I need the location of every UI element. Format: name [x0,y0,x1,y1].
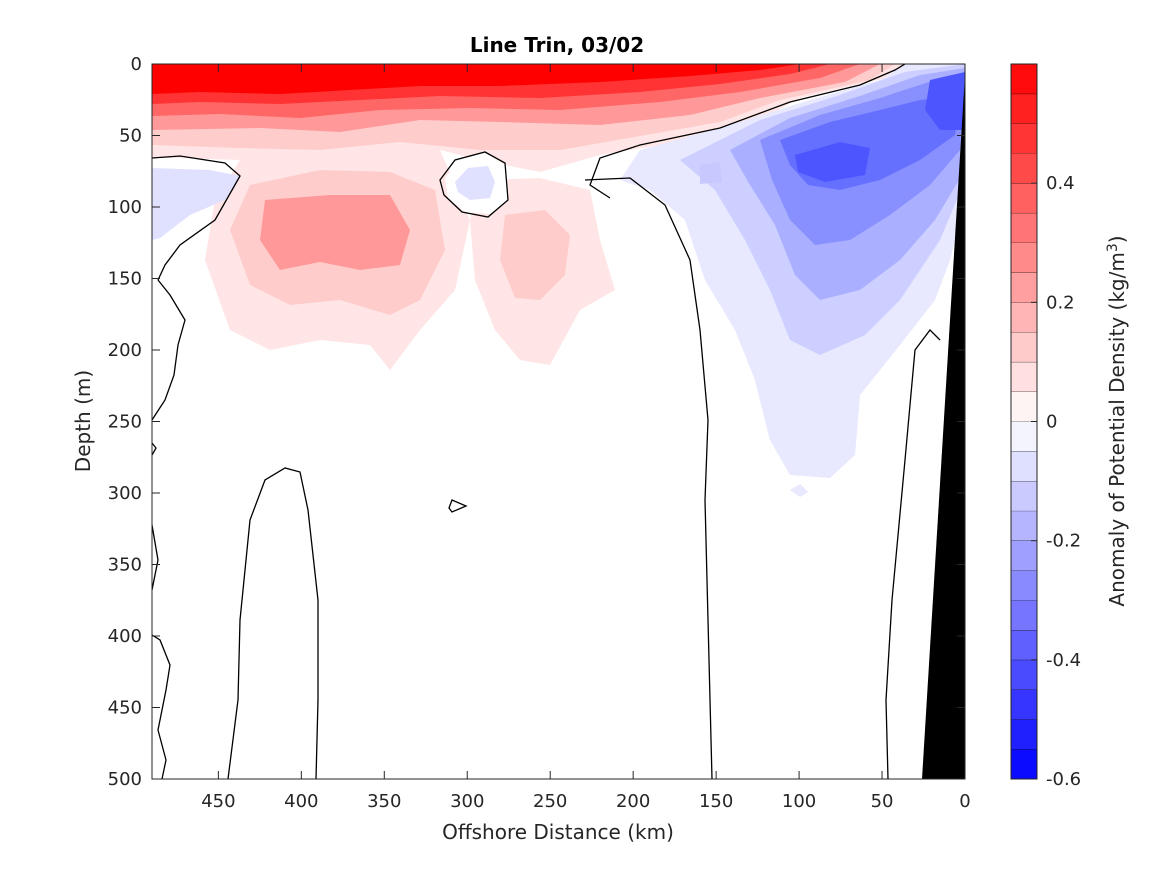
x-tick-label: 250 [533,791,567,812]
x-tick-label: 50 [871,791,894,812]
subsurface-positive-lobe-2-core [500,210,570,300]
colorbar-band [1011,212,1037,243]
y-tick-label: 300 [108,483,142,504]
x-axis: 450 400 350 300 250 200 150 100 50 0 [201,64,971,812]
colorbar-band [1011,272,1037,303]
x-tick-label: 400 [284,791,318,812]
chart-title: Line Trin, 03/02 [470,33,644,57]
colorbar-tick-label: 0.2 [1046,292,1075,313]
small-negative-patch [700,162,722,184]
colorbar-band [1011,451,1037,482]
surface-positive-core [152,64,800,94]
colorbar-band [1011,421,1037,452]
colorbar-band [1011,510,1037,541]
y-tick-label: 500 [108,769,142,790]
y-tick-label: 0 [131,54,142,75]
zero-contour-surface-front [589,64,906,199]
x-tick-label: 450 [201,791,235,812]
colorbar-band [1011,93,1037,124]
y-tick-label: 400 [108,626,142,647]
colorbar-band [1011,630,1037,660]
x-tick-label: 100 [782,791,816,812]
y-tick-label: 200 [108,340,142,361]
zero-contour-offshore-edge-lower [152,524,159,591]
y-tick-label: 150 [108,269,142,290]
zero-contour-deep-column [227,467,319,779]
zero-contours [152,64,941,779]
colorbar-band [1011,242,1037,273]
subsurface-positive-lobe-1-core [260,195,410,270]
x-tick-label: 350 [367,791,401,812]
zero-contour-offshore-tick [152,442,157,456]
x-tick-label: 0 [959,791,970,812]
zero-contour-shoreward-branch [584,177,713,779]
plot-area [151,63,966,780]
colorbar-band [1011,481,1037,511]
x-tick-label: 200 [616,791,650,812]
colorbar-tick-label: -0.4 [1046,650,1081,671]
colorbar-band [1011,600,1037,631]
bathymetry [922,74,965,779]
y-axis: 0 50 100 150 200 250 300 350 400 450 500 [108,54,965,790]
colorbar-tick-label: -0.6 [1046,769,1081,790]
contour-fill [152,64,965,779]
colorbar-band [1011,64,1037,94]
colorbar-band [1011,689,1037,720]
colorbar-band [1011,719,1037,750]
y-tick-label: 50 [119,126,142,147]
y-tick-label: 250 [108,412,142,433]
eddy-negative-core [455,166,495,200]
offshore-negative-lobe [152,168,240,240]
colorbar-ticks: 0.4 0.2 0 -0.2 -0.4 -0.6 [1031,173,1081,790]
zero-contour-eddy [439,151,509,218]
y-tick-label: 450 [108,698,142,719]
colorbar-label: Anomaly of Potential Density (kg/m3) [1105,235,1129,606]
x-tick-label: 300 [450,791,484,812]
colorbar-band [1011,332,1037,362]
x-axis-label: Offshore Distance (km) [442,820,674,844]
colorbar-tick-label: 0.4 [1046,173,1075,194]
colorbar-band [1011,749,1037,779]
deep-negative-patch [790,484,808,497]
colorbar-band [1011,391,1037,422]
colorbar [1010,63,1038,780]
colorbar-tick-label: -0.2 [1046,531,1081,552]
colorbar-band [1011,183,1037,213]
colorbar-label-superscript: 3 [1105,243,1121,252]
nearshore-negative-surface-core [925,72,965,130]
colorbar-band [1011,302,1037,333]
colorbar-band [1011,570,1037,601]
y-tick-label: 350 [108,555,142,576]
y-axis-label: Depth (m) [71,370,95,472]
zero-contour-offshore-edge-bottom [152,634,171,779]
zero-contour-offshore-lobe [152,155,241,281]
zero-contour-offshore-edge [152,279,186,421]
colorbar-band [1011,540,1037,571]
colorbar-band [1011,153,1037,184]
x-tick-label: 150 [699,791,733,812]
colorbar-band [1011,361,1037,392]
colorbar-band [1011,123,1037,154]
colorbar-label-main: Anomaly of Potential Density (kg/m [1105,252,1129,606]
y-tick-label: 100 [108,197,142,218]
nearshore-negative-core [795,142,870,182]
colorbar-band [1011,659,1037,690]
zero-contour-small-blob [448,499,468,513]
colorbar-label-suffix: ) [1105,235,1129,243]
zero-contour-shelf-break [885,329,941,779]
colorbar-tick-label: 0 [1046,412,1057,433]
